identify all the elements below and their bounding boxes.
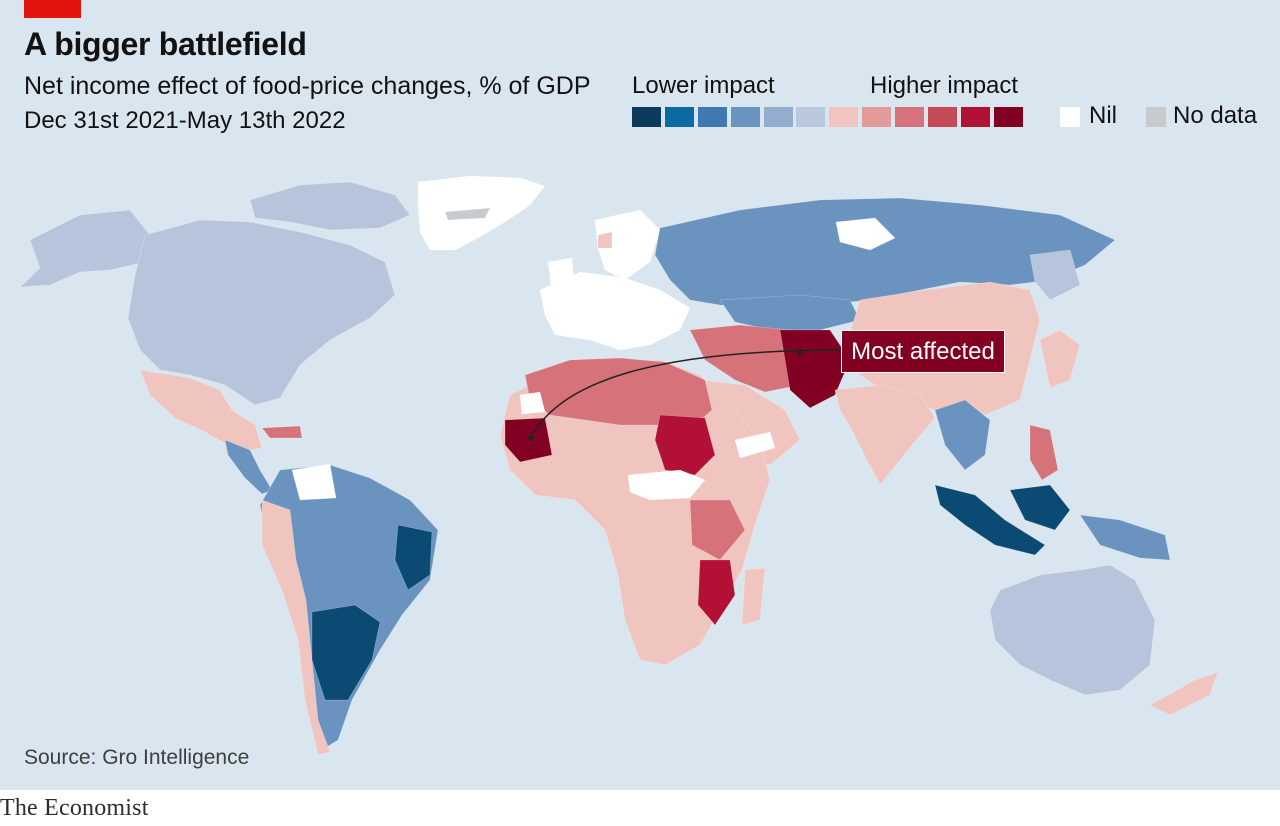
region-caribbean bbox=[261, 425, 303, 439]
legend-bin-9 bbox=[895, 107, 925, 127]
region-north-africa bbox=[524, 357, 713, 426]
region-iceland bbox=[597, 231, 613, 249]
region-central-america bbox=[224, 439, 273, 495]
world-map bbox=[19, 175, 1219, 756]
legend-nil-label: Nil bbox=[1089, 102, 1117, 129]
region-alaska bbox=[19, 209, 151, 288]
region-plata bbox=[311, 604, 381, 701]
callout-dot-end bbox=[797, 349, 803, 355]
region-mozambique bbox=[697, 559, 736, 626]
legend-bin-4 bbox=[730, 107, 760, 127]
publisher-footer: The Economist bbox=[0, 795, 149, 821]
region-andes-west bbox=[261, 499, 331, 756]
region-central-africa-nil bbox=[627, 469, 706, 501]
legend-bin-1 bbox=[632, 107, 661, 127]
legend-bin-12 bbox=[993, 107, 1023, 127]
legend-bin-10 bbox=[928, 107, 958, 127]
chart-panel: A bigger battlefield Net income effect o… bbox=[0, 0, 1280, 790]
region-western-europe bbox=[539, 271, 691, 351]
region-arctic-islands bbox=[249, 181, 411, 231]
region-colombia-venezuela bbox=[291, 463, 337, 501]
legend-nodata-label: No data bbox=[1173, 102, 1258, 129]
region-russia-east bbox=[1029, 249, 1081, 301]
region-north-america bbox=[127, 219, 396, 406]
callout-dot-start bbox=[528, 435, 534, 441]
callout-line bbox=[530, 349, 844, 439]
region-siberia-nil bbox=[835, 217, 896, 251]
date-range: Dec 31st 2021-May 13th 2022 bbox=[24, 107, 346, 134]
region-mexico bbox=[139, 369, 263, 453]
region-greenland-nodata bbox=[444, 207, 491, 221]
region-philippines bbox=[1029, 424, 1059, 481]
region-southeast-asia bbox=[934, 399, 991, 471]
region-india bbox=[834, 384, 936, 486]
region-madagascar bbox=[741, 567, 766, 626]
legend-color-scale bbox=[632, 107, 1027, 127]
chart-subtitle: Net income effect of food-price changes,… bbox=[24, 72, 591, 100]
region-new-zealand bbox=[1149, 671, 1219, 716]
chart-title: A bigger battlefield bbox=[24, 26, 307, 62]
legend-higher-label: Higher impact bbox=[870, 72, 1019, 99]
legend-bin-2 bbox=[664, 107, 694, 127]
region-australia bbox=[989, 564, 1156, 696]
region-horn bbox=[734, 431, 776, 459]
legend-bin-5 bbox=[763, 107, 793, 127]
region-western-sahara bbox=[519, 391, 546, 415]
region-mauritania bbox=[504, 417, 553, 463]
legend-bin-11 bbox=[960, 107, 990, 127]
region-kazakhstan bbox=[719, 294, 861, 331]
region-new-guinea bbox=[1079, 514, 1171, 561]
legend-nil-swatch bbox=[1060, 107, 1080, 127]
region-east-africa bbox=[689, 499, 746, 561]
region-brazil-northeast bbox=[394, 524, 433, 591]
brand-tag bbox=[24, 0, 81, 18]
region-indonesia-east bbox=[1009, 484, 1071, 531]
region-uk-ireland bbox=[547, 257, 576, 293]
region-indonesia-west bbox=[934, 484, 1046, 556]
legend-bin-6 bbox=[796, 107, 826, 127]
legend-nodata-swatch bbox=[1146, 107, 1166, 127]
region-sudan bbox=[654, 414, 716, 476]
legend-lower-label: Lower impact bbox=[632, 72, 775, 99]
source-note: Source: Gro Intelligence bbox=[24, 746, 250, 769]
legend-bin-8 bbox=[862, 107, 892, 127]
most-affected-callout: Most affected bbox=[841, 330, 1005, 373]
region-scandinavia bbox=[594, 209, 661, 281]
region-korea-japan bbox=[1039, 329, 1081, 389]
legend-bin-3 bbox=[697, 107, 727, 127]
legend-bin-7 bbox=[829, 107, 859, 127]
